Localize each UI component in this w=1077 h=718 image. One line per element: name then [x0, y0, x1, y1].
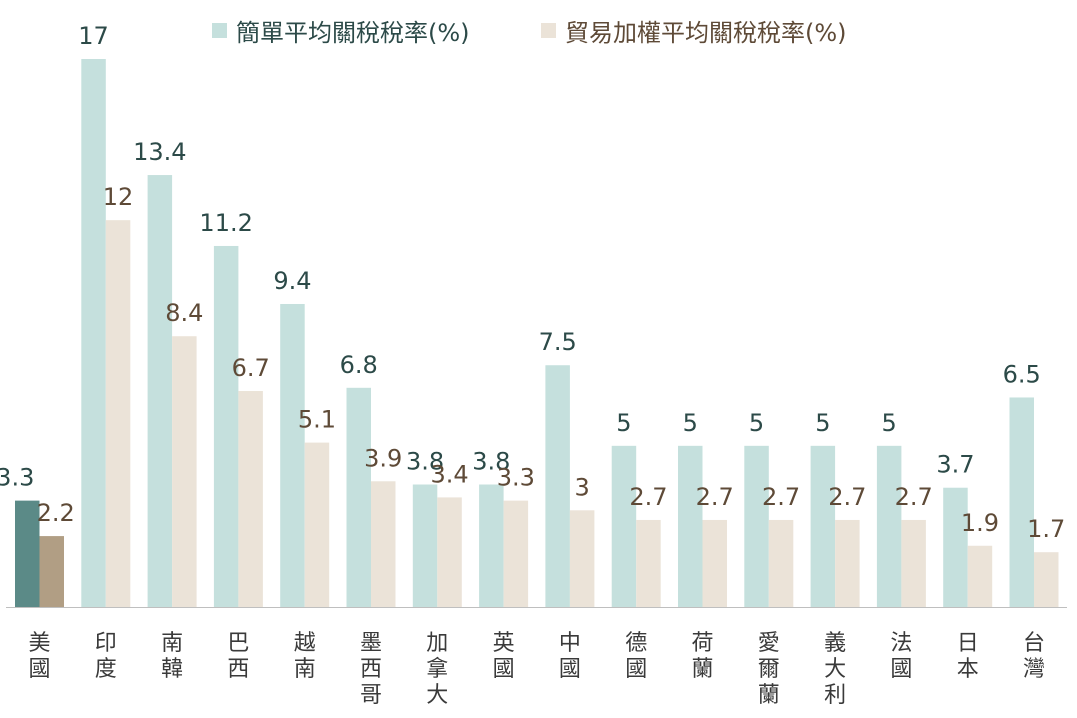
data-label-trade-weighted: 2.7 [828, 483, 866, 511]
data-label-trade-weighted: 1.9 [961, 509, 999, 537]
data-label-simple-average: 6.5 [1003, 360, 1041, 388]
bar-trade-weighted [238, 391, 263, 607]
legend-label-trade-weighted: 貿易加權平均關稅稅率(%) [565, 18, 847, 47]
data-label-simple-average: 5 [616, 409, 631, 437]
bar-trade-weighted [702, 519, 727, 607]
data-label-simple-average: 3.8 [472, 448, 510, 476]
category-label: 美國 [28, 631, 50, 682]
bar-trade-weighted [1034, 552, 1059, 607]
data-label-simple-average: 3.3 [0, 464, 34, 492]
data-label-simple-average: 13.4 [133, 138, 186, 166]
bar-simple-average [412, 484, 438, 607]
bar-trade-weighted [503, 500, 529, 607]
bar-trade-weighted [304, 442, 330, 607]
category-label: 越南 [294, 631, 316, 682]
bar-simple-average [346, 387, 371, 607]
legend-item-simple-average: 簡單平均關稅稅率(%) [212, 12, 470, 48]
bar-simple-average [280, 303, 305, 607]
category-label: 南韓 [161, 631, 183, 682]
bar-trade-weighted [835, 519, 860, 607]
data-label-trade-weighted: 2.7 [696, 483, 734, 511]
bar-simple-average [611, 445, 637, 607]
data-label-simple-average: 6.8 [340, 351, 378, 379]
bar-trade-weighted [105, 220, 131, 608]
data-label-simple-average: 11.2 [199, 209, 252, 237]
category-label: 愛爾蘭 [758, 631, 780, 708]
bar-trade-weighted [967, 545, 993, 607]
bar-simple-average [147, 175, 173, 607]
legend-swatch-trade-weighted [541, 22, 556, 38]
bar-simple-average [81, 59, 106, 607]
category-label: 巴西 [227, 631, 249, 682]
data-label-trade-weighted: 3 [575, 473, 590, 501]
data-label-trade-weighted: 6.7 [232, 354, 270, 382]
category-label: 義大利 [824, 631, 846, 708]
bar-simple-average [943, 487, 968, 607]
category-label: 墨西哥 [360, 631, 382, 708]
legend-item-trade-weighted: 貿易加權平均關稅稅率(%) [541, 12, 847, 48]
data-label-trade-weighted: 2.7 [895, 483, 933, 511]
bar-simple-average [545, 365, 570, 607]
bar-simple-average [744, 445, 769, 607]
bar-simple-average [213, 245, 239, 607]
category-label: 日本 [957, 631, 979, 682]
category-label: 中國 [559, 631, 581, 682]
bar-trade-weighted [437, 497, 462, 607]
bar-trade-weighted [39, 536, 64, 607]
data-label-simple-average: 9.4 [273, 267, 311, 295]
bar-simple-average [678, 445, 703, 607]
bar-simple-average [810, 445, 836, 607]
legend-swatch-simple-average [212, 22, 227, 38]
data-label-trade-weighted: 3.4 [430, 460, 468, 488]
data-label-trade-weighted: 12 [103, 183, 134, 211]
data-label-trade-weighted: 3.3 [497, 464, 535, 492]
data-label-trade-weighted: 1.7 [1027, 515, 1065, 543]
data-label-trade-weighted: 2.7 [762, 483, 800, 511]
category-label: 加拿大 [426, 631, 448, 708]
category-label: 英國 [493, 631, 515, 682]
category-label: 法國 [890, 631, 912, 682]
bar-trade-weighted [172, 336, 197, 607]
data-label-simple-average: 7.5 [539, 328, 577, 356]
category-label: 印度 [95, 631, 117, 682]
bar-trade-weighted [901, 519, 926, 607]
data-label-simple-average: 3.7 [936, 451, 974, 479]
legend-label-simple-average: 簡單平均關稅稅率(%) [236, 18, 470, 47]
bar-trade-weighted [768, 519, 794, 607]
data-label-simple-average: 5 [749, 409, 764, 437]
data-label-trade-weighted: 5.1 [298, 406, 336, 434]
bar-simple-average [479, 484, 504, 607]
data-label-simple-average: 17 [78, 22, 109, 50]
bar-trade-weighted [569, 510, 595, 607]
bar-trade-weighted [371, 481, 396, 607]
bar-trade-weighted [636, 519, 661, 607]
data-label-simple-average: 5 [882, 409, 897, 437]
data-label-trade-weighted: 8.4 [165, 299, 203, 327]
category-label: 荷蘭 [691, 631, 713, 682]
bar-simple-average [15, 500, 40, 607]
data-label-simple-average: 3.8 [406, 448, 444, 476]
bar-simple-average [1009, 397, 1034, 607]
data-label-simple-average: 5 [683, 409, 698, 437]
data-label-trade-weighted: 3.9 [364, 444, 402, 472]
data-label-trade-weighted: 2.7 [629, 483, 667, 511]
category-label: 台灣 [1023, 631, 1045, 682]
bar-simple-average [876, 445, 902, 607]
data-label-trade-weighted: 2.2 [37, 499, 75, 527]
data-label-simple-average: 5 [815, 409, 830, 437]
category-label: 德國 [625, 631, 647, 682]
chart-legend: 簡單平均關稅稅率(%) 貿易加權平均關稅稅率(%) [0, 12, 1077, 48]
